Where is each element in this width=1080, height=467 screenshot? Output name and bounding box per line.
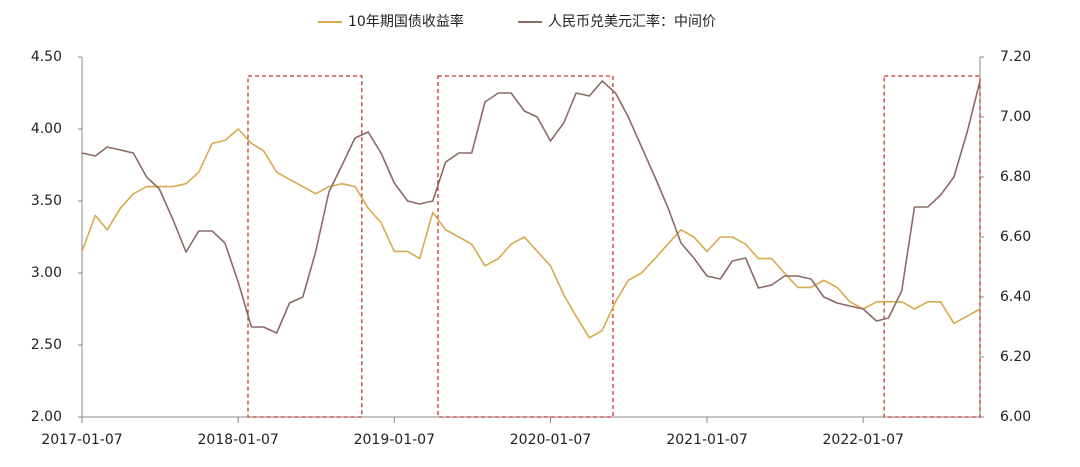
series-line	[81, 128, 981, 339]
x-tick-label: 2022-01-07	[823, 432, 904, 448]
y-tick-label: 4.00	[31, 121, 62, 137]
y-tick-label: 3.00	[31, 265, 62, 281]
x-tick-label: 2020-01-07	[510, 432, 591, 448]
highlight-box	[883, 75, 981, 418]
highlight-box	[437, 75, 614, 418]
y2-tick-label: 6.60	[1000, 229, 1031, 245]
y2-tick-label: 6.20	[1000, 349, 1031, 365]
series-line	[81, 80, 981, 334]
y-tick-label: 4.50	[31, 49, 62, 65]
y-tick-label: 3.50	[31, 193, 62, 209]
legend-label: 人民币兑美元汇率：中间价	[548, 13, 716, 30]
y2-tick-label: 6.00	[1000, 409, 1031, 425]
x-tick-label: 2018-01-07	[197, 432, 278, 448]
y2-tick-label: 7.20	[1000, 49, 1031, 65]
y2-tick-label: 6.40	[1000, 289, 1031, 305]
y-tick-label: 2.00	[31, 409, 62, 425]
y2-tick-label: 6.80	[1000, 169, 1031, 185]
x-tick-label: 2021-01-07	[666, 432, 747, 448]
highlight-box	[247, 75, 363, 418]
x-tick-label: 2017-01-07	[41, 432, 122, 448]
legend-label: 10年期国债收益率	[348, 13, 464, 30]
x-tick-label: 2019-01-07	[354, 432, 435, 448]
y-tick-label: 2.50	[31, 337, 62, 353]
y2-tick-label: 7.00	[1000, 109, 1031, 125]
